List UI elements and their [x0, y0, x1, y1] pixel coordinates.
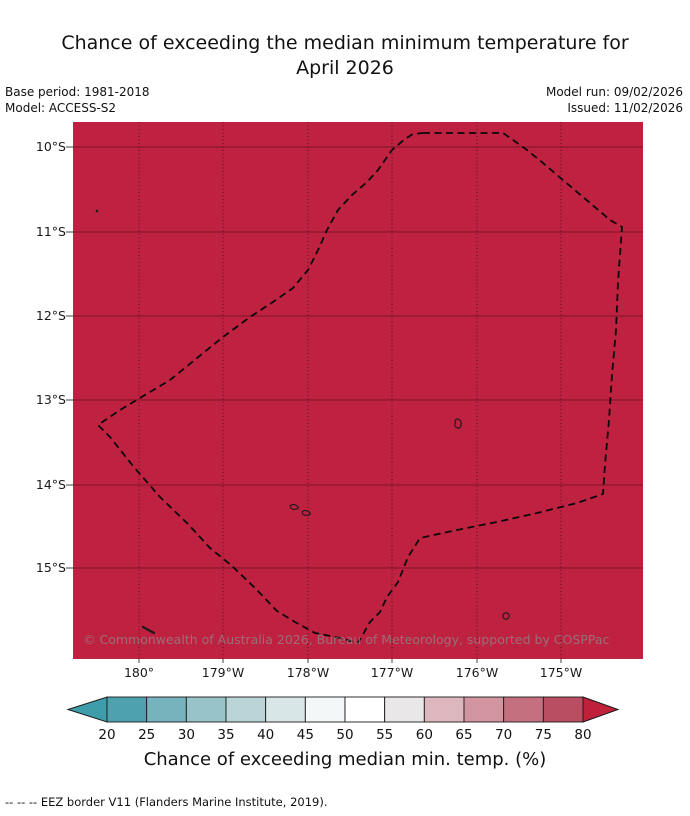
colorbar-segment-7 [384, 696, 425, 723]
colorbar-tick-label-10: 70 [495, 727, 513, 743]
x-tick-label-2: 178°W [286, 665, 330, 680]
colorbar-tick-label-7: 55 [376, 727, 394, 743]
page-title: Chance of exceeding the median minimum t… [0, 31, 690, 81]
colorbar-tick-label-9: 65 [455, 727, 473, 743]
meta-left: Base period: 1981-2018 Model: ACCESS-S2 [5, 84, 150, 116]
colorbar [66, 696, 620, 723]
y-tick-label-1: 11°S [35, 224, 66, 239]
y-tick-label-5: 15°S [35, 560, 66, 575]
copyright-text: © Commonwealth of Australia 2026, Bureau… [83, 632, 610, 647]
colorbar-segment-3 [225, 696, 267, 723]
colorbar-segment-1 [146, 696, 187, 723]
island-blob [454, 418, 462, 429]
colorbar-tick-label-6: 50 [336, 727, 354, 743]
colorbar-tick-label-11: 75 [534, 727, 552, 743]
colorbar-tick-label-2: 30 [177, 727, 195, 743]
colorbar-over-arrow [582, 696, 620, 723]
colorbar-segment-0 [106, 696, 148, 723]
x-tick-label-1: 179°W [201, 665, 245, 680]
x-tick-label-4: 176°W [455, 665, 499, 680]
colorbar-segment-6 [344, 696, 386, 723]
colorbar-segment-10 [503, 696, 544, 723]
island-slash [141, 625, 156, 635]
colorbar-segment-5 [304, 696, 346, 723]
title-line-1: Chance of exceeding the median minimum t… [61, 32, 629, 54]
eez-border-path [97, 132, 623, 644]
colorbar-segment-2 [185, 696, 227, 723]
y-tick-label-2: 12°S [35, 308, 66, 323]
colorbar-tick-label-1: 25 [138, 727, 156, 743]
issued-text: Issued: 11/02/2026 [567, 101, 683, 115]
colorbar-segment-11 [542, 696, 584, 723]
base-period-text: Base period: 1981-2018 [5, 85, 150, 99]
title-line-2: April 2026 [296, 57, 394, 79]
island-hook2 [301, 509, 311, 516]
colorbar-segment-4 [265, 696, 306, 723]
colorbar-segment-9 [463, 696, 505, 723]
colorbar-tick-label-4: 40 [257, 727, 275, 743]
colorbar-caption: Chance of exceeding median min. temp. (%… [143, 749, 547, 770]
y-tick-label-3: 13°S [35, 392, 66, 407]
footer-note: -- -- -- EEZ border V11 (Flanders Marine… [5, 795, 328, 809]
colorbar-tick-label-3: 35 [217, 727, 235, 743]
model-text: Model: ACCESS-S2 [5, 101, 117, 115]
island-dot [95, 209, 99, 213]
map-panel: © Commonwealth of Australia 2026, Bureau… [66, 122, 643, 663]
x-tick-label-3: 177°W [370, 665, 414, 680]
colorbar-under-arrow [66, 696, 108, 723]
colorbar-tick-label-12: 80 [574, 727, 592, 743]
colorbar-tick-label-0: 20 [98, 727, 116, 743]
island-hook [289, 503, 299, 510]
y-tick-label-4: 14°S [35, 477, 66, 492]
x-tick-label-0: 180° [123, 665, 155, 680]
x-tick-label-5: 175°W [539, 665, 583, 680]
model-run-text: Model run: 09/02/2026 [545, 85, 683, 99]
colorbar-tick-label-8: 60 [415, 727, 433, 743]
y-tick-label-0: 10°S [35, 139, 66, 154]
colorbar-tick-label-5: 45 [296, 727, 314, 743]
island-circle [502, 612, 510, 620]
colorbar-segment-8 [423, 696, 465, 723]
map-canvas [66, 122, 643, 663]
meta-right: Model run: 09/02/2026 Issued: 11/02/2026 [546, 84, 683, 116]
